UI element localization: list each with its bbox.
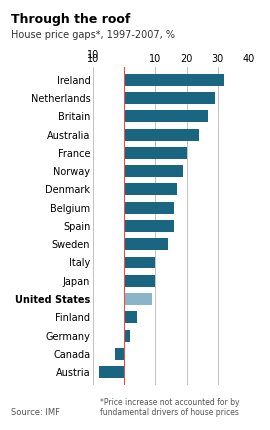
Bar bbox=[124, 147, 187, 159]
Bar bbox=[124, 74, 224, 86]
Bar bbox=[99, 366, 124, 378]
Bar bbox=[124, 92, 215, 104]
Bar bbox=[124, 220, 174, 232]
Bar bbox=[115, 348, 124, 360]
Text: Source: IMF: Source: IMF bbox=[11, 408, 60, 417]
Text: 10: 10 bbox=[87, 50, 99, 60]
Bar bbox=[124, 111, 208, 122]
Bar bbox=[124, 202, 174, 214]
Bar bbox=[124, 275, 155, 287]
Text: Through the roof: Through the roof bbox=[11, 13, 130, 26]
Bar bbox=[124, 184, 177, 195]
Bar bbox=[124, 238, 168, 250]
Bar bbox=[124, 311, 137, 323]
Bar bbox=[124, 293, 152, 305]
Bar bbox=[124, 129, 199, 141]
Bar bbox=[124, 330, 130, 341]
Text: House price gaps*, 1997-2007, %: House price gaps*, 1997-2007, % bbox=[11, 30, 175, 40]
Text: *Price increase not accounted for by
fundamental drivers of house prices: *Price increase not accounted for by fun… bbox=[100, 398, 239, 417]
Bar bbox=[124, 257, 155, 268]
Bar bbox=[124, 165, 183, 177]
